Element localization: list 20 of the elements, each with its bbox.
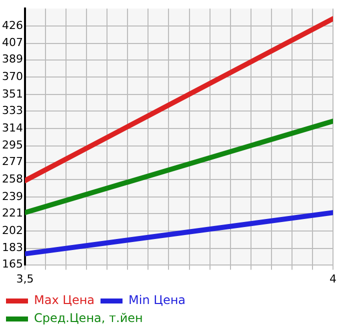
y-tick-label: 221	[2, 206, 23, 220]
y-tick-label: 426	[2, 18, 23, 32]
y-tick-label: 333	[2, 104, 23, 117]
legend-label: Сред.Цена, т.йен	[34, 311, 143, 326]
legend-label: Max Цена	[34, 293, 95, 308]
y-tick-label: 277	[2, 155, 23, 168]
y-tick-label: 389	[2, 52, 23, 66]
y-tick-label: 239	[2, 190, 23, 203]
y-tick-label: 295	[2, 138, 23, 152]
x-tick-label: 3,5	[16, 272, 34, 286]
legend-label: Min Цена	[128, 293, 186, 308]
x-tick-label: 4	[330, 272, 336, 286]
y-tick-label: 407	[2, 36, 23, 50]
y-tick-label: 183	[2, 241, 23, 254]
y-tick-label: 165	[2, 258, 23, 271]
y-tick-label: 258	[2, 172, 23, 186]
y-tick-label: 202	[2, 224, 23, 237]
y-tick-label: 314	[2, 121, 23, 134]
y-tick-label: 351	[2, 87, 23, 100]
y-tick-label: 370	[2, 70, 23, 84]
